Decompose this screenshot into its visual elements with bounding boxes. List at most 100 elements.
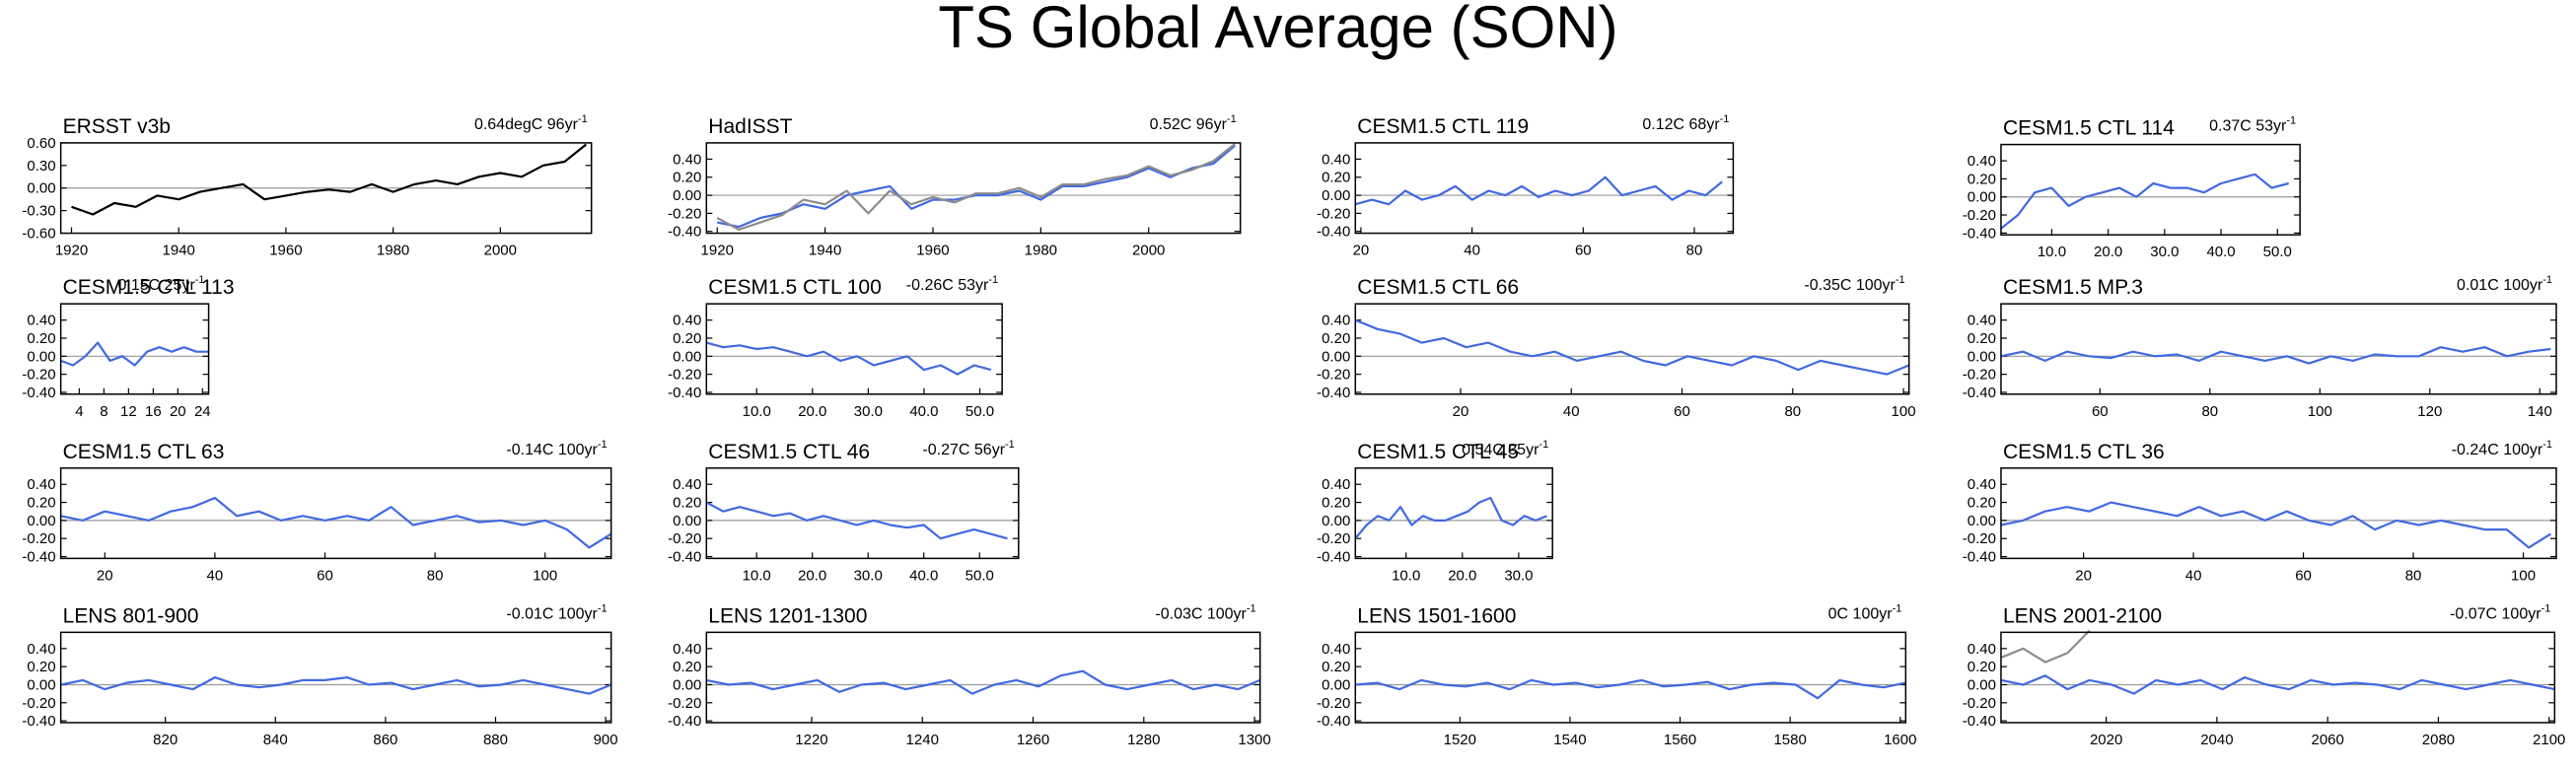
x-tick-label: 2000 xyxy=(484,243,517,259)
x-tick-label: 40.0 xyxy=(909,403,938,420)
panel: CESM1.5 CTL 63 -0.14C 100yr-1 0.40 0.200.00… xyxy=(22,439,612,584)
panel: CESM1.5 CTL 46 -0.27C 56yr-10.400.200.00-… xyxy=(668,439,1020,584)
y-tick-label: 0.40 xyxy=(27,313,55,329)
x-tick-label: 2000 xyxy=(1132,243,1165,259)
panel-title: CESM1.5 CTL 45 xyxy=(1357,441,1519,463)
x-tick-label: 50.0 xyxy=(966,567,994,584)
y-tick-label: 0.20 xyxy=(1322,495,1350,512)
y-tick-label: -0.20 xyxy=(668,367,701,384)
x-tick-label: 20.0 xyxy=(1448,567,1476,584)
x-tick-label: 40 xyxy=(1563,403,1580,420)
panel-title: CESM1.5 CTL 63 xyxy=(63,441,225,463)
y-tick-label: 0.40 xyxy=(1968,641,1996,658)
x-tick-label: 100 xyxy=(2308,403,2332,420)
trend-label: 0.01C 100yr-1 xyxy=(2457,274,2552,294)
x-tick-label: 860 xyxy=(373,732,397,748)
y-tick-label: -0.40 xyxy=(668,385,701,401)
x-tick-label: 80 xyxy=(2405,567,2422,584)
x-tick-label: 60 xyxy=(2092,403,2109,420)
x-tick-label: 10.0 xyxy=(1392,567,1420,584)
y-tick-label: 0.20 xyxy=(673,495,701,512)
trend-exponent: -1 xyxy=(2541,602,2551,614)
y-tick-label: -0.40 xyxy=(22,713,55,730)
y-tick-label: -0.30 xyxy=(22,203,55,220)
y-tick-label: 0.00 xyxy=(1322,513,1350,529)
x-tick-label: 20 xyxy=(2075,567,2092,584)
plot-frame xyxy=(705,631,1261,724)
x-tick-label: 60 xyxy=(1575,243,1592,259)
panel: CESM1.5 MP.3 0.01C 100yr-1 0.400.200.00 -0.… xyxy=(1963,274,2557,420)
trend-exponent: -1 xyxy=(598,439,608,451)
y-tick-label: 0.40 xyxy=(673,151,701,168)
panel: LENS 801-900 -0.01C 100yr-1 0.400.200.00 -0… xyxy=(22,602,617,748)
x-tick-label: 60 xyxy=(2295,567,2312,584)
y-tick-label: 0.40 xyxy=(1968,153,1996,170)
x-tick-label: 30.0 xyxy=(2150,244,2179,260)
y-tick-label: 0.40 xyxy=(1322,641,1350,658)
panel-title: CESM1.5 CTL 46 xyxy=(708,441,870,463)
series-line xyxy=(71,143,587,216)
trend-exponent: -1 xyxy=(1538,439,1548,451)
y-tick-label: 0.20 xyxy=(1968,659,1996,675)
y-tick-label: 0.40 xyxy=(27,476,55,493)
panel: ERSST v3b 0.64degC 96yr-1 0.60 0.30 0.00 -0.3… xyxy=(22,113,593,259)
y-tick-label: 0.20 xyxy=(1322,170,1350,186)
y-tick-label: 0.40 xyxy=(673,313,701,329)
y-tick-label: -0.40 xyxy=(1963,713,1996,730)
y-tick-label: 0.40 xyxy=(673,641,701,658)
y-tick-label: -0.20 xyxy=(22,695,55,712)
x-tick-label: 1920 xyxy=(55,243,88,259)
y-tick-label: 0.00 xyxy=(1968,189,1996,206)
y-tick-label: -0.40 xyxy=(668,549,701,566)
x-tick-label: 20 xyxy=(170,403,186,420)
trend-label: 0.64degC 96yr-1 xyxy=(474,113,588,133)
x-tick-label: 40.0 xyxy=(2206,244,2235,260)
panel-title: CESM1.5 CTL 100 xyxy=(708,276,881,299)
x-tick-label: 20.0 xyxy=(798,403,826,420)
trend-exponent: -1 xyxy=(195,274,205,286)
y-tick-label: -0.20 xyxy=(1317,205,1350,222)
series-line xyxy=(1354,496,1547,539)
x-tick-label: 20 xyxy=(1453,403,1469,420)
trend-label: 0C 100yr-1 xyxy=(1828,602,1902,622)
x-tick-label: 80 xyxy=(1784,403,1801,420)
trend-exponent: -1 xyxy=(1896,274,1905,286)
y-tick-label: -0.20 xyxy=(668,205,701,222)
plot-frame xyxy=(59,142,593,235)
panel-title: LENS 801-900 xyxy=(63,604,199,627)
y-tick-label: -0.20 xyxy=(1963,367,1996,384)
x-tick-label: 20 xyxy=(97,567,113,584)
y-tick-label: -0.40 xyxy=(1963,549,1996,566)
y-tick-label: -0.40 xyxy=(22,385,55,401)
y-tick-label: 0.00 xyxy=(673,187,701,204)
x-tick-label: 120 xyxy=(2417,403,2442,420)
y-tick-label: -0.20 xyxy=(668,530,701,547)
trend-label: 0.54C 35yr-1 xyxy=(1462,439,1548,458)
y-tick-label: -0.20 xyxy=(1317,530,1350,547)
plot-frame xyxy=(705,142,1242,235)
trend-exponent: -1 xyxy=(1247,602,1256,614)
y-tick-label: -0.40 xyxy=(668,713,701,730)
trend-text: -0.24C 100yr xyxy=(2452,442,2543,458)
y-tick-label: 0.20 xyxy=(1322,659,1350,675)
y-tick-label: -0.20 xyxy=(1963,207,1996,224)
x-tick-label: 1980 xyxy=(377,243,409,259)
panel: CESM1.5 CTL 66 -0.35C 100yr-1 0.400.200.00… xyxy=(1317,274,1915,420)
panel: LENS 2001-2100 -0.07C 100yr-1 0.400.200.00… xyxy=(1963,602,2566,748)
y-tick-label: 0.20 xyxy=(1968,171,1996,187)
x-tick-label: 4 xyxy=(75,403,83,420)
trend-text: -0.35C 100yr xyxy=(1804,277,1896,294)
trend-exponent: -1 xyxy=(578,113,588,125)
x-tick-label: 2060 xyxy=(2311,732,2343,748)
panel: LENS 1501-1600 0C 100yr-1 0.400.200.00 -0.2… xyxy=(1317,602,1916,748)
x-tick-label: 1580 xyxy=(1773,732,1806,748)
panel-title: CESM1.5 CTL 119 xyxy=(1357,115,1529,138)
x-tick-label: 1560 xyxy=(1664,732,1696,748)
x-tick-label: 820 xyxy=(153,732,178,748)
x-tick-label: 20 xyxy=(1353,243,1370,259)
trend-exponent: -1 xyxy=(1227,113,1237,125)
trend-text: -0.26C 53yr xyxy=(906,277,989,294)
y-tick-label: 0.40 xyxy=(1322,476,1350,493)
trend-label: -0.01C 100yr-1 xyxy=(506,602,607,622)
